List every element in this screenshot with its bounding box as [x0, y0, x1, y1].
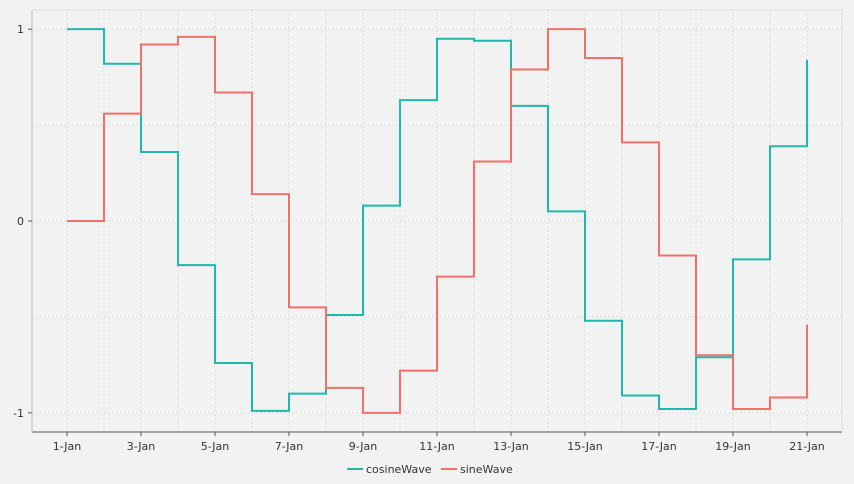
x-tick-label: 19-Jan	[715, 440, 751, 453]
x-tick-label: 1-Jan	[53, 440, 82, 453]
series-lines	[67, 28, 808, 414]
legend-label-cosineWave: cosineWave	[366, 463, 432, 476]
legend-label-sineWave: sineWave	[460, 463, 513, 476]
y-tick-label: 1	[17, 23, 24, 36]
x-tick-label: 21-Jan	[789, 440, 825, 453]
x-tick-label: 9-Jan	[349, 440, 378, 453]
x-tick-label: 13-Jan	[493, 440, 529, 453]
series-line-sineWave	[67, 28, 808, 414]
x-tick-label: 7-Jan	[275, 440, 304, 453]
y-tick-label: -1	[13, 407, 24, 420]
x-tick-label: 17-Jan	[641, 440, 677, 453]
x-tick-label: 15-Jan	[567, 440, 603, 453]
series-line-cosineWave	[67, 28, 808, 412]
x-tick-label: 5-Jan	[201, 440, 230, 453]
legend: cosineWave sineWave	[347, 463, 513, 476]
x-tick-label: 3-Jan	[127, 440, 156, 453]
x-tick-label: 11-Jan	[419, 440, 455, 453]
y-tick-label: 0	[17, 215, 24, 228]
